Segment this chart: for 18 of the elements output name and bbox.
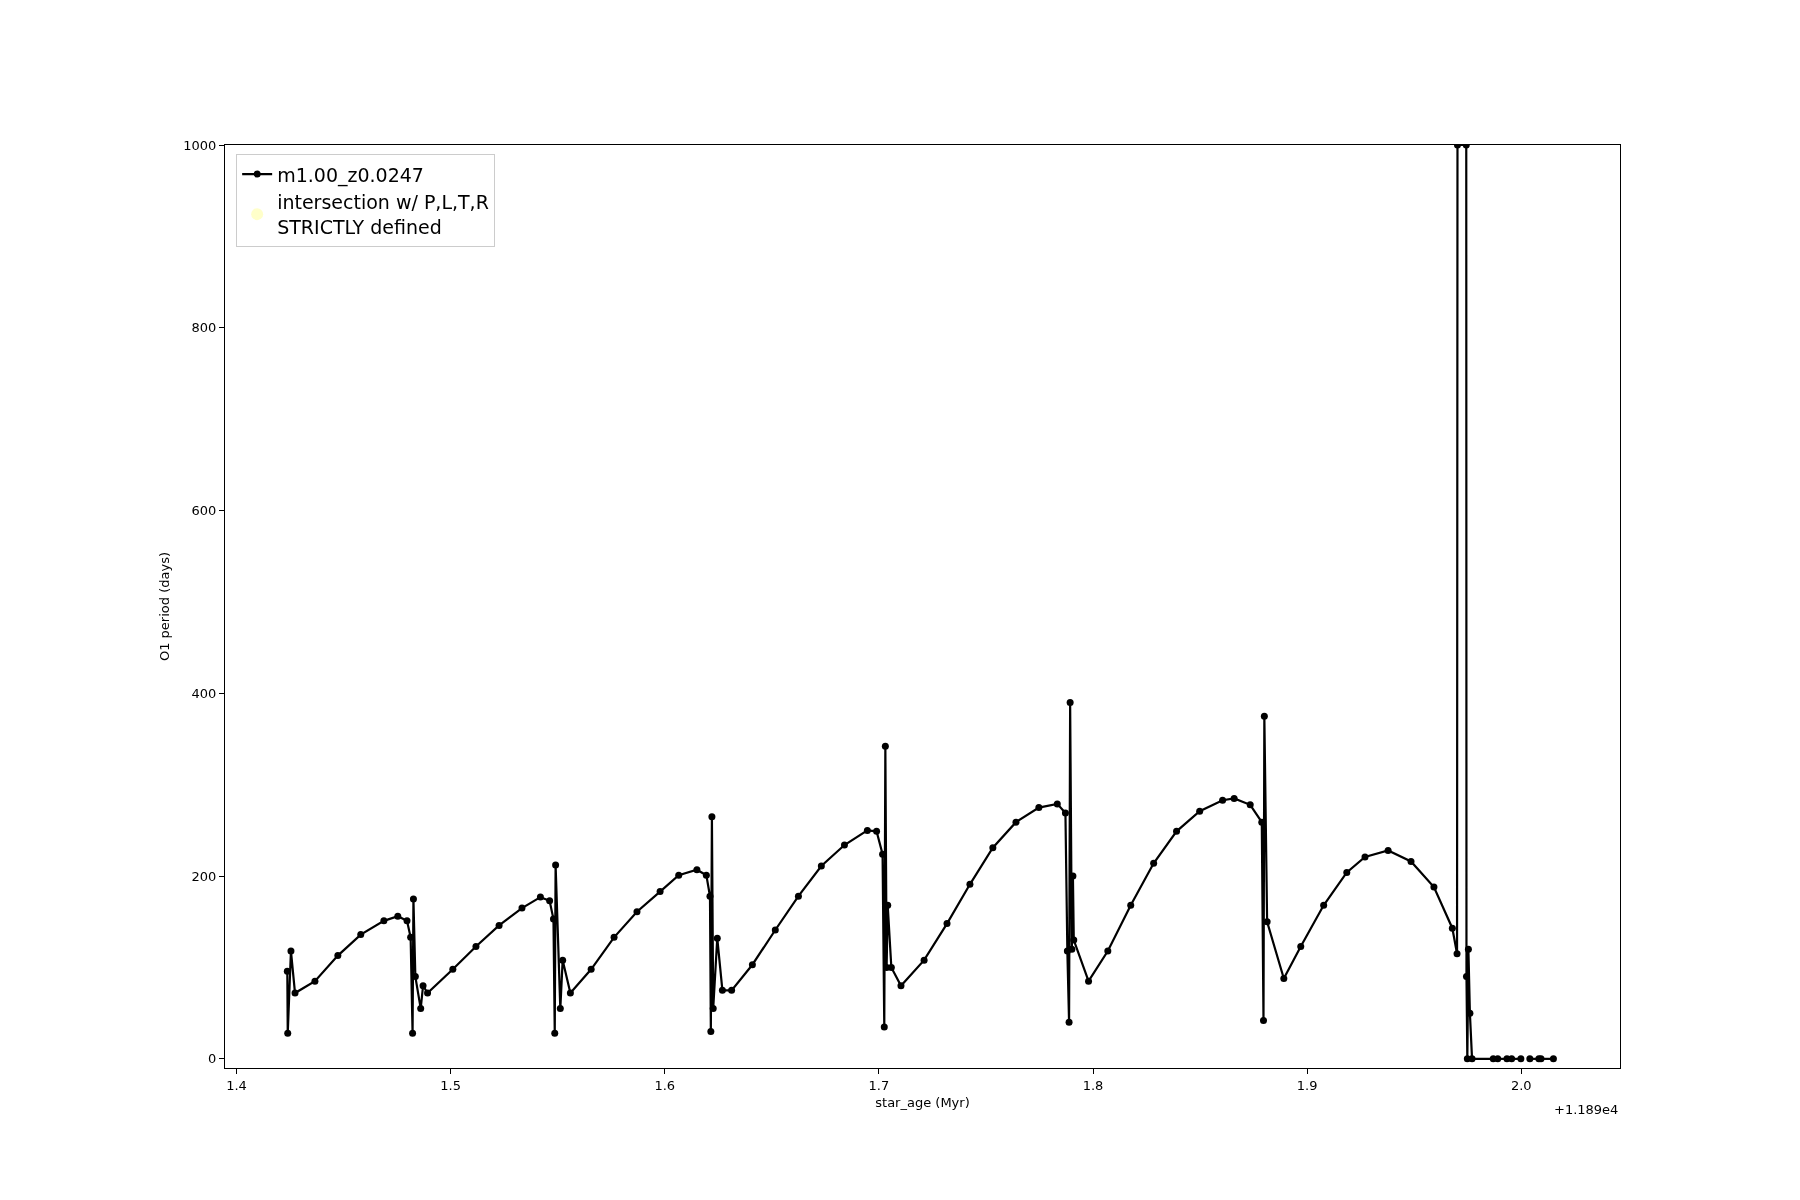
x-axis-title: star_age (Myr) [875, 1095, 970, 1111]
y-axis-title: O1 period (days) [157, 551, 173, 662]
x-tick-label: 1.8 [1082, 1077, 1104, 1093]
y-tick-label: 0 [208, 1051, 217, 1067]
legend-label: intersection w/ P,L,T,R STRICTLY defined [277, 191, 489, 238]
x-tick-label: 1.6 [654, 1077, 676, 1093]
y-tick-label: 200 [191, 868, 217, 884]
x-tick-label: 1.9 [1296, 1077, 1318, 1093]
y-tick-label: 400 [191, 685, 217, 701]
x-tick-label: 1.7 [868, 1077, 890, 1093]
y-tick-label: 800 [191, 320, 217, 336]
x-tick-label: 1.5 [440, 1077, 462, 1093]
text: +1.189e4 [1554, 1102, 1619, 1117]
x-tick-label: 2.0 [1510, 1077, 1532, 1093]
y-tick-label: 600 [191, 503, 217, 519]
legend-label: m1.00_z0.0247 [277, 163, 424, 187]
y-tick-label: 1000 [183, 137, 217, 153]
x-tick-label: 1.4 [226, 1077, 247, 1093]
